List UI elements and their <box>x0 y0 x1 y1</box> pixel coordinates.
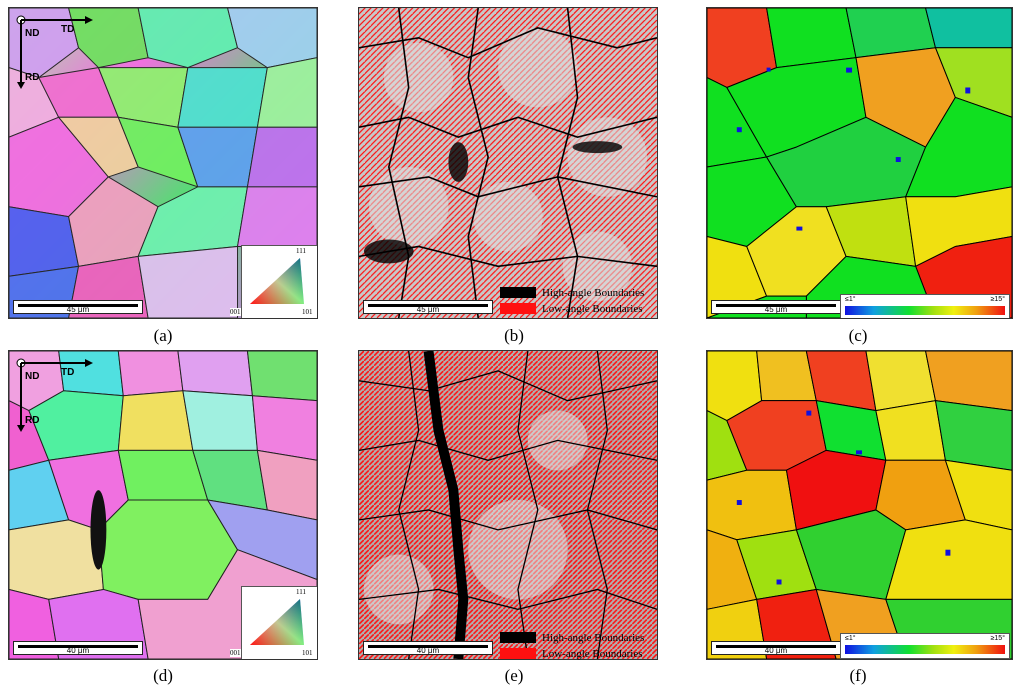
scale-bar-label: 40 μm <box>416 646 440 655</box>
kam-map-f: 40 μm ≤1° ≥15° <box>706 350 1013 660</box>
kam-min-label: ≤1° <box>845 296 856 303</box>
kam-color-legend: ≤1° ≥15° <box>840 294 1010 318</box>
ebsd-ipf-map-a: ND TD RD 111 001 101 45 μm <box>8 7 318 319</box>
high-angle-label: High-angle Boundaries <box>542 631 645 644</box>
scale-bar: 45 μm <box>13 300 143 314</box>
kam-texture <box>707 351 1012 659</box>
high-angle-swatch <box>500 287 536 298</box>
axis-rd-label: RD <box>25 72 40 83</box>
scale-bar-label: 40 μm <box>764 646 788 655</box>
axis-td-label: TD <box>61 367 75 378</box>
caption-b: (b) <box>504 326 524 345</box>
high-angle-swatch <box>500 632 536 643</box>
scale-bar: 40 μm <box>711 641 841 655</box>
ipf-color-key: 111 001 101 <box>230 586 317 659</box>
scale-bar-label: 45 μm <box>764 305 788 314</box>
ipf-label-001: 001 <box>230 308 241 316</box>
kam-max-label: ≥15° <box>990 296 1005 303</box>
ipf-color-key: 111 001 101 <box>230 245 317 318</box>
axis-nd-label: ND <box>25 371 40 382</box>
caption-c: (c) <box>848 326 868 345</box>
ebsd-ipf-map-d: ND TD RD 111 001 101 40 μm <box>8 350 318 660</box>
kam-gradient-bar <box>845 306 1005 315</box>
caption-f: (f) <box>849 666 867 685</box>
kam-color-legend: ≤1° ≥15° <box>840 633 1010 659</box>
kam-map-c: 45 μm ≤1° ≥15° <box>706 7 1013 319</box>
kam-gradient-bar <box>845 645 1005 654</box>
axis-nd-label: ND <box>25 28 40 39</box>
axis-td-label: TD <box>61 24 75 35</box>
caption-a: (a) <box>153 326 173 345</box>
scale-bar-label: 45 μm <box>416 305 440 314</box>
kam-texture <box>707 8 1012 318</box>
low-angle-swatch <box>500 648 536 659</box>
kam-max-label: ≥15° <box>990 635 1005 642</box>
scale-bar: 40 μm <box>363 641 493 655</box>
sample-axes: ND TD RD <box>15 14 95 89</box>
caption-e: (e) <box>504 666 524 685</box>
ipf-label-101: 101 <box>302 308 313 316</box>
scale-bar: 45 μm <box>711 300 841 314</box>
low-angle-swatch <box>500 303 536 314</box>
axis-rd-label: RD <box>25 415 40 426</box>
boundary-texture <box>359 8 657 318</box>
boundary-legend-b: High-angle Boundaries Low-angle Boundari… <box>500 286 644 318</box>
boundary-map-b: 45 μm <box>358 7 658 319</box>
sample-axes: ND TD RD <box>15 357 95 432</box>
low-angle-label: Low-angle Boundaries <box>542 647 643 660</box>
boundary-legend-e: High-angle Boundaries Low-angle Boundari… <box>500 631 644 663</box>
ipf-label-001: 001 <box>230 649 241 657</box>
kam-min-label: ≤1° <box>845 635 856 642</box>
scale-bar: 45 μm <box>363 300 493 314</box>
boundary-map-e: 40 μm <box>358 350 658 660</box>
low-angle-label: Low-angle Boundaries <box>542 302 643 315</box>
ipf-label-111: 111 <box>296 247 306 255</box>
ipf-label-111: 111 <box>296 588 306 596</box>
scale-bar-label: 40 μm <box>66 646 90 655</box>
ipf-label-101: 101 <box>302 649 313 657</box>
high-angle-label: High-angle Boundaries <box>542 286 645 299</box>
caption-d: (d) <box>153 666 173 685</box>
scale-bar-label: 45 μm <box>66 305 90 314</box>
boundary-texture <box>359 351 657 659</box>
scale-bar: 40 μm <box>13 641 143 655</box>
